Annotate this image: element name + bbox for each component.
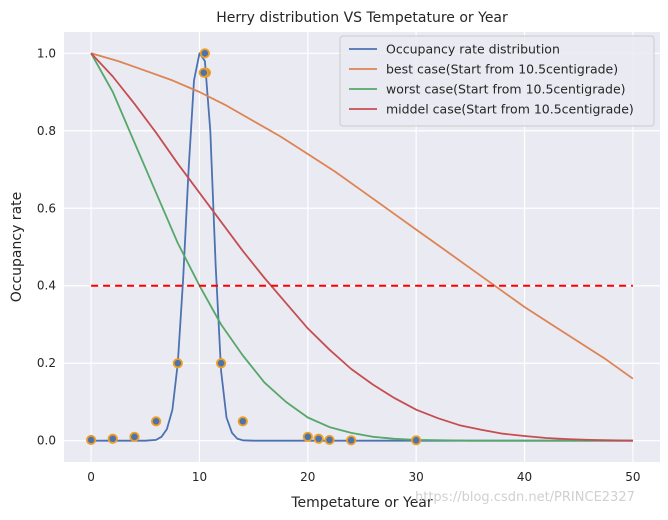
scatter-point <box>172 358 183 369</box>
legend-label-3: middel case(Start from 10.5centigrade) <box>386 102 634 117</box>
x-tick-label: 10 <box>192 470 207 484</box>
series-line-3 <box>90 52 633 442</box>
legend: Occupancy rate distribution best case(Sta… <box>339 35 655 127</box>
y-axis-label: Occupancy rate <box>9 192 25 303</box>
series-line-2 <box>90 52 633 442</box>
x-tick-label: 0 <box>87 470 95 484</box>
scatter-point <box>151 416 162 427</box>
scatter-point <box>346 435 357 446</box>
x-tick-label: 20 <box>300 470 315 484</box>
y-tick-label: 0.6 <box>37 201 56 215</box>
scatter-point <box>216 358 227 369</box>
scatter-point <box>313 433 324 444</box>
legend-label-0: Occupancy rate distribution <box>386 42 560 57</box>
y-tick-label: 0.0 <box>37 434 56 448</box>
y-tick-label: 0.4 <box>37 279 56 293</box>
y-tick-label: 0.8 <box>37 124 56 138</box>
legend-box <box>339 35 655 127</box>
scatter-point <box>237 416 248 427</box>
y-ticks: 0.0 0.2 0.4 0.6 0.8 1.0 <box>37 46 56 447</box>
scatter-point <box>199 48 210 59</box>
scatter-point <box>302 431 313 442</box>
x-tick-label: 40 <box>517 470 532 484</box>
scatter-point <box>411 435 422 446</box>
legend-label-2: worst case(Start from 10.5centigrade) <box>386 82 626 97</box>
y-tick-label: 0.2 <box>37 356 56 370</box>
x-tick-label: 50 <box>625 470 640 484</box>
legend-label-1: best case(Start from 10.5centigrade) <box>386 62 618 77</box>
chart-title: Herry distribution VS Tempetature or Yea… <box>216 10 508 26</box>
scatter-point <box>129 431 140 442</box>
watermark: https://blog.csdn.net/PRINCE2327 <box>415 490 635 505</box>
scatter-point <box>107 433 118 444</box>
scatter-point <box>324 434 335 446</box>
series-line-1 <box>90 52 634 380</box>
x-axis-label: Tempetature or Year <box>290 495 433 511</box>
scatter-point <box>85 434 97 446</box>
y-tick-label: 1.0 <box>37 46 56 60</box>
scatter-point <box>198 67 209 78</box>
series-line-0 <box>91 52 633 442</box>
x-tick-label: 30 <box>409 470 424 484</box>
series-lines <box>90 52 634 442</box>
scatter-points <box>85 48 422 446</box>
x-ticks: 0 10 20 30 40 50 <box>87 470 640 484</box>
